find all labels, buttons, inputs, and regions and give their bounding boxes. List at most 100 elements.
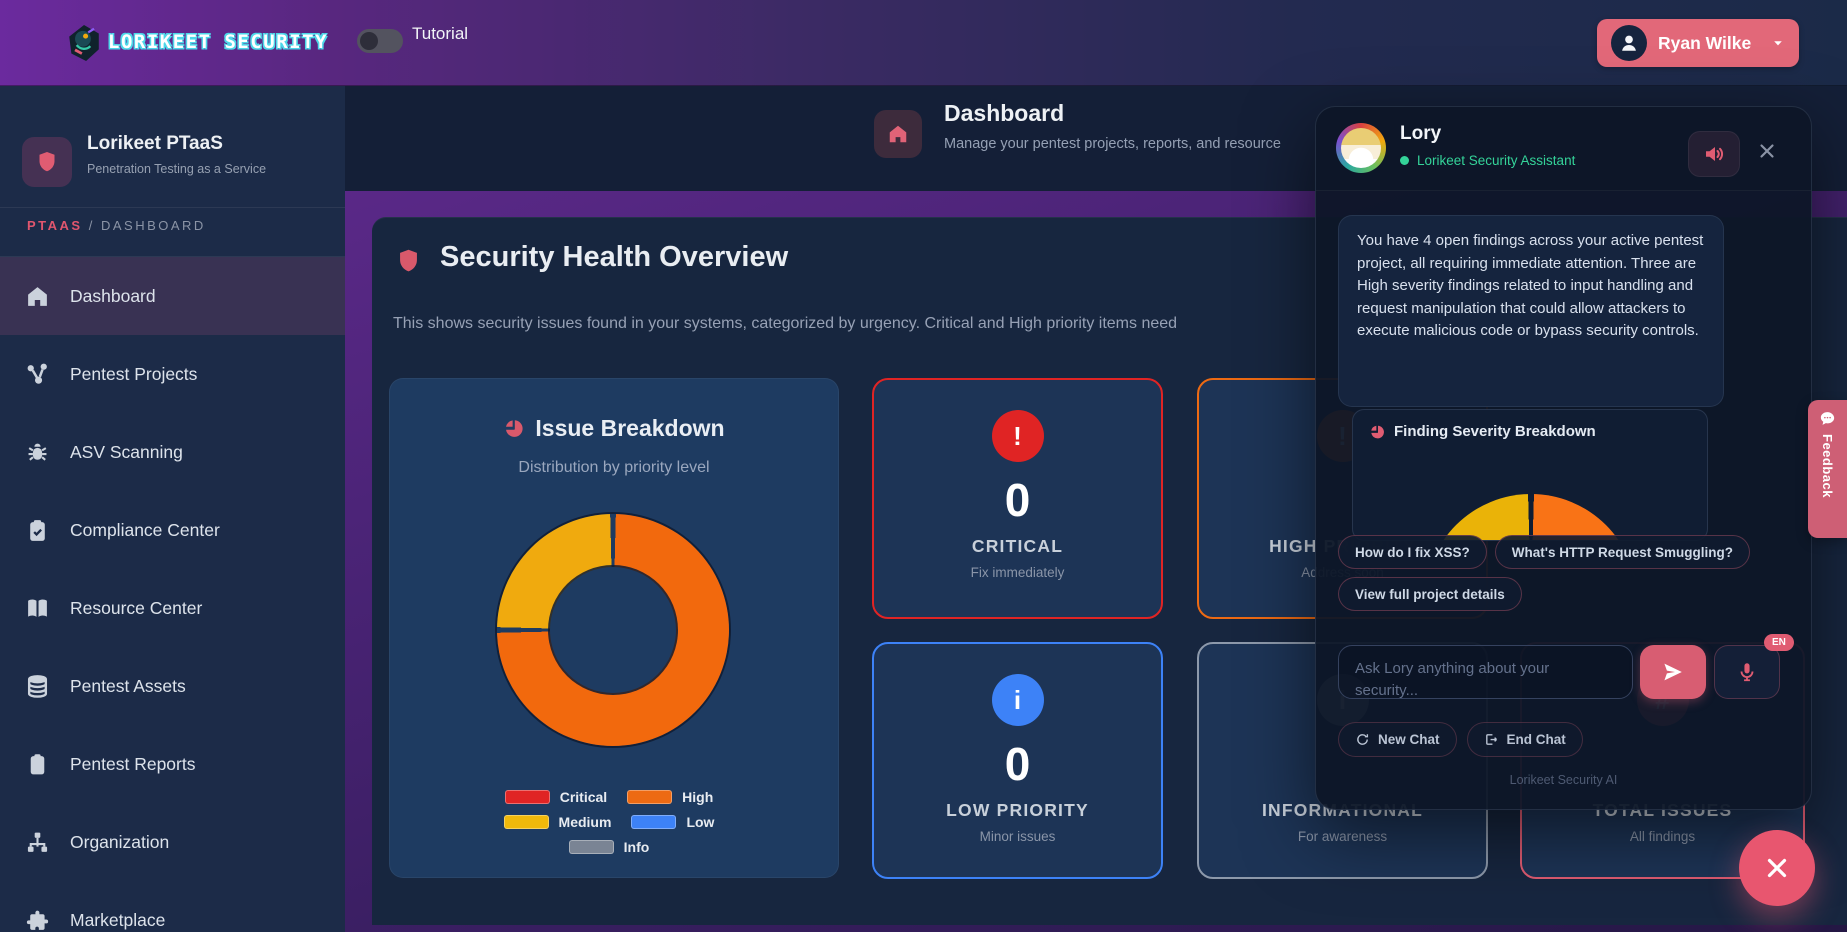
user-name: Ryan Wilke (1658, 32, 1752, 53)
stat-sublabel: Minor issues (979, 829, 1056, 844)
breadcrumb-separator: / (88, 218, 101, 233)
alert-circle-icon: ! (991, 410, 1044, 462)
legend-label-low: Low (686, 814, 715, 830)
stat-value: 0 (1004, 474, 1031, 526)
legend-swatch-info (568, 840, 614, 854)
sidebar-item-pentest-projects[interactable]: Pentest Projects (0, 335, 345, 413)
stat-value: 0 (1004, 738, 1031, 790)
issue-breakdown-subtitle: Distribution by priority level (518, 459, 710, 476)
sidebar: Lorikeet PTaaS Penetration Testing as a … (0, 86, 345, 932)
legend-swatch-high (627, 790, 673, 804)
severity-card-title: Finding Severity Breakdown (1394, 423, 1596, 440)
legend-row: Critical High (504, 789, 724, 805)
assistant-status-label: Lorikeet Security Assistant (1417, 153, 1576, 168)
new-chat-button[interactable]: New Chat (1338, 722, 1457, 757)
legend-swatch-medium (503, 815, 549, 829)
divider (0, 256, 345, 257)
book-icon (25, 596, 50, 621)
product-shield-icon (22, 137, 72, 187)
sidebar-item-asv-scanning[interactable]: ASV Scanning (0, 413, 345, 491)
language-badge[interactable]: EN (1764, 634, 1794, 651)
info-circle-icon: i (991, 674, 1044, 726)
page-title: Dashboard (944, 100, 1065, 126)
microphone-icon (1740, 663, 1754, 682)
microphone-button[interactable] (1714, 645, 1780, 699)
home-icon (25, 284, 50, 309)
chevron-down-icon (1774, 41, 1782, 46)
section-title: Security Health Overview (440, 241, 789, 273)
product-subtitle: Penetration Testing as a Service (87, 162, 267, 176)
sidebar-nav: Dashboard Pentest Projects ASV Scanning … (0, 257, 345, 932)
exit-icon (1485, 734, 1497, 745)
donut-hole (550, 567, 676, 693)
legend-label-high: High (682, 789, 714, 805)
tutorial-toggle-knob (360, 32, 378, 50)
chip-http-request-smuggling[interactable]: What's HTTP Request Smuggling? (1494, 535, 1750, 569)
sidebar-item-pentest-assets[interactable]: Pentest Assets (0, 647, 345, 725)
legend-label-critical: Critical (559, 789, 608, 805)
feedback-tab[interactable]: Feedback (1808, 400, 1847, 538)
chat-close-icon[interactable] (1756, 140, 1778, 162)
stat-label: LOW PRIORITY (946, 800, 1089, 820)
legend-swatch-critical (504, 790, 550, 804)
feedback-label: Feedback (1820, 434, 1835, 498)
report-icon (25, 752, 50, 777)
stat-label: CRITICAL (971, 536, 1064, 556)
voice-toggle-button[interactable] (1688, 131, 1740, 177)
breadcrumb: PTAAS / DASHBOARD (27, 218, 206, 233)
bug-icon (25, 440, 50, 465)
lory-avatar (1336, 123, 1386, 173)
pie-chart-icon (506, 420, 524, 437)
severity-donut (1425, 494, 1637, 540)
lorikeet-logo-icon (69, 25, 99, 61)
issue-breakdown-donut (497, 514, 729, 746)
finding-severity-card: Finding Severity Breakdown (1352, 409, 1708, 541)
sidebar-item-organization[interactable]: Organization (0, 803, 345, 881)
breadcrumb-page: DASHBOARD (100, 218, 206, 233)
online-status-dot (1400, 156, 1409, 165)
brand-wordmark: LORIKEET SECURITY (108, 31, 328, 53)
sidebar-item-marketplace[interactable]: Marketplace (0, 881, 345, 932)
sidebar-item-pentest-reports[interactable]: Pentest Reports (0, 725, 345, 803)
legend-label-medium: Medium (558, 814, 612, 830)
network-icon (25, 362, 50, 387)
severity-card-header: Finding Severity Breakdown (1369, 423, 1596, 440)
issue-breakdown-card: Issue Breakdown Distribution by priority… (389, 378, 839, 878)
chip-fix-xss[interactable]: How do I fix XSS? (1338, 535, 1487, 569)
assistant-status: Lorikeet Security Assistant (1400, 153, 1575, 168)
assistant-message: You have 4 open findings across your act… (1338, 215, 1724, 407)
sitemap-icon (25, 830, 50, 855)
tutorial-toggle[interactable] (357, 29, 403, 53)
legend-row: Medium Low (503, 814, 725, 830)
user-avatar-icon (1611, 25, 1647, 61)
chat-header: Lory Lorikeet Security Assistant (1316, 107, 1811, 191)
close-icon (1767, 858, 1787, 878)
stat-sublabel: Fix immediately (970, 565, 1065, 580)
puzzle-icon (25, 908, 50, 932)
divider (0, 207, 345, 208)
stat-card-low-priority: i 0 LOW PRIORITY Minor issues (872, 642, 1163, 879)
chip-view-project-details[interactable]: View full project details (1338, 577, 1522, 611)
chat-input[interactable] (1338, 645, 1633, 699)
send-button[interactable] (1640, 645, 1706, 699)
chat-fab-close-button[interactable] (1739, 830, 1815, 906)
breadcrumb-section: PTAAS (27, 218, 83, 233)
shield-icon (400, 249, 417, 272)
legend-swatch-low (631, 815, 677, 829)
legend-row: Info (568, 839, 660, 855)
suggestion-chips: How do I fix XSS? What's HTTP Request Sm… (1338, 535, 1788, 611)
chat-footer-brand: Lorikeet Security AI (1509, 773, 1618, 787)
clipboard-check-icon (25, 518, 50, 543)
user-menu-button[interactable]: Ryan Wilke (1597, 19, 1799, 67)
tutorial-label: Tutorial (412, 24, 469, 43)
legend-label-info: Info (623, 839, 650, 855)
sidebar-item-dashboard[interactable]: Dashboard (0, 257, 345, 335)
speaker-icon (1706, 147, 1723, 161)
sidebar-item-resource-center[interactable]: Resource Center (0, 569, 345, 647)
end-chat-button[interactable]: End Chat (1466, 722, 1583, 757)
lory-chat-widget: Lory Lorikeet Security Assistant You hav… (1315, 106, 1812, 810)
sidebar-item-compliance-center[interactable]: Compliance Center (0, 491, 345, 569)
issue-breakdown-title: Issue Breakdown (535, 415, 725, 441)
refresh-icon (1357, 734, 1369, 745)
page-subtitle: Manage your pentest projects, reports, a… (944, 136, 1281, 152)
